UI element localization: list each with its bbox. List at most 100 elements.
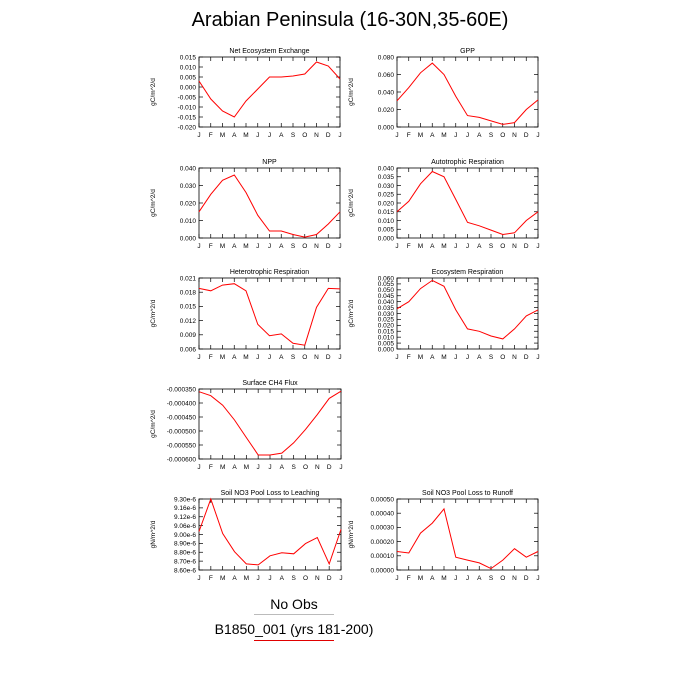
y-tick-label: 0.006 [180, 346, 197, 353]
y-tick-label: 0.060 [378, 275, 395, 282]
x-tick-label: D [326, 354, 331, 361]
x-tick-label: A [279, 354, 284, 361]
x-tick-label: J [466, 243, 469, 250]
x-tick-label: F [407, 354, 411, 361]
x-tick-label: S [291, 132, 296, 139]
y-tick-label: -0.015 [178, 114, 197, 121]
x-tick-label: A [430, 243, 435, 250]
x-tick-label: J [339, 464, 342, 471]
x-tick-label: J [268, 243, 271, 250]
x-tick-label: J [257, 464, 260, 471]
y-tick-label: 0.020 [180, 200, 197, 207]
y-tick-label: 9.12e-6 [174, 514, 196, 521]
panel-title: Autotrophic Respiration [431, 159, 504, 166]
x-tick-label: D [326, 132, 331, 139]
y-tick-label: 0.005 [180, 74, 197, 81]
x-tick-label: D [524, 575, 529, 582]
x-tick-label: S [291, 464, 296, 471]
x-tick-label: M [441, 575, 446, 582]
x-tick-label: J [536, 243, 539, 250]
y-tick-label: 0.035 [378, 305, 395, 312]
x-tick-label: O [302, 132, 307, 139]
y-tick-label: 0.030 [180, 183, 197, 190]
panel-title: Soil NO3 Pool Loss to Runoff [422, 490, 513, 497]
x-tick-label: M [418, 575, 423, 582]
x-tick-label: A [430, 354, 435, 361]
x-tick-label: J [395, 354, 398, 361]
x-tick-label: J [466, 354, 469, 361]
x-tick-label: J [338, 132, 341, 139]
x-tick-label: D [327, 575, 332, 582]
x-tick-label: O [302, 354, 307, 361]
plot-frame [396, 167, 539, 239]
series-line [198, 390, 342, 456]
x-tick-label: M [418, 243, 423, 250]
x-tick-label: A [477, 575, 482, 582]
y-tick-label: 0.010 [180, 218, 197, 225]
x-tick-label: M [220, 243, 225, 250]
plot-frame [198, 388, 342, 460]
y-tick-label: 0.000 [378, 346, 395, 353]
x-tick-label: A [232, 243, 237, 250]
legend-case-label: B1850_001 (yrs 181-200) [214, 621, 374, 637]
x-tick-label: A [232, 464, 237, 471]
y-axis-label: gC/m^2/d [348, 78, 355, 106]
x-tick-label: S [489, 575, 494, 582]
page-title: Arabian Peninsula (16-30N,35-60E) [191, 9, 509, 31]
x-tick-label: M [220, 464, 225, 471]
x-tick-label: J [466, 132, 469, 139]
x-tick-label: M [441, 354, 446, 361]
x-tick-label: S [291, 243, 296, 250]
y-axis-label: gC/m^2/d [348, 299, 355, 327]
x-tick-label: S [489, 354, 494, 361]
y-tick-label: 0.015 [378, 329, 395, 336]
x-tick-label: M [243, 354, 248, 361]
y-tick-label: 0.000 [180, 84, 197, 91]
y-tick-label: 0.005 [378, 227, 395, 234]
x-tick-label: S [489, 132, 494, 139]
x-tick-label: A [280, 575, 285, 582]
x-tick-label: J [197, 354, 200, 361]
x-tick-label: A [232, 575, 237, 582]
x-tick-label: M [441, 243, 446, 250]
x-tick-label: M [220, 354, 225, 361]
y-tick-label: -0.000450 [167, 414, 197, 421]
series-line [198, 283, 341, 346]
y-axis-label: gN/m^2/d [150, 520, 157, 548]
series-line [396, 170, 539, 236]
y-tick-label: 0.015 [180, 54, 197, 61]
y-tick-label: -0.000350 [167, 386, 197, 393]
x-tick-label: O [500, 354, 505, 361]
y-tick-label: 8.80e-6 [174, 550, 196, 557]
y-tick-label: 0.045 [378, 293, 395, 300]
y-tick-label: 0.018 [180, 290, 197, 297]
panel-title: GPP [460, 48, 475, 55]
y-tick-label: 0.00040 [371, 511, 395, 518]
x-tick-label: F [407, 243, 411, 250]
x-tick-label: N [314, 243, 319, 250]
x-tick-label: F [209, 132, 213, 139]
y-tick-label: 0.00010 [371, 553, 395, 560]
panel-title: Net Ecosystem Exchange [229, 48, 309, 55]
x-tick-label: O [303, 464, 308, 471]
y-tick-label: 0.00000 [371, 567, 395, 574]
x-tick-label: J [454, 354, 457, 361]
x-tick-label: N [315, 575, 320, 582]
x-tick-label: D [524, 132, 529, 139]
x-tick-label: J [536, 575, 539, 582]
y-tick-label: 0.030 [378, 183, 395, 190]
plot-frame [198, 56, 341, 128]
x-tick-label: S [291, 354, 296, 361]
x-tick-label: J [466, 575, 469, 582]
x-tick-label: O [500, 243, 505, 250]
plot-frame [396, 277, 539, 350]
x-tick-label: N [512, 354, 517, 361]
y-tick-label: 8.90e-6 [174, 541, 196, 548]
x-tick-label: J [256, 132, 259, 139]
y-tick-label: 0.021 [180, 275, 197, 282]
x-tick-label: N [512, 575, 517, 582]
x-tick-label: A [232, 132, 237, 139]
panel-title: Heterotrophic Respiration [230, 269, 309, 276]
y-tick-label: 0.030 [378, 311, 395, 318]
y-tick-label: 0.055 [378, 281, 395, 288]
